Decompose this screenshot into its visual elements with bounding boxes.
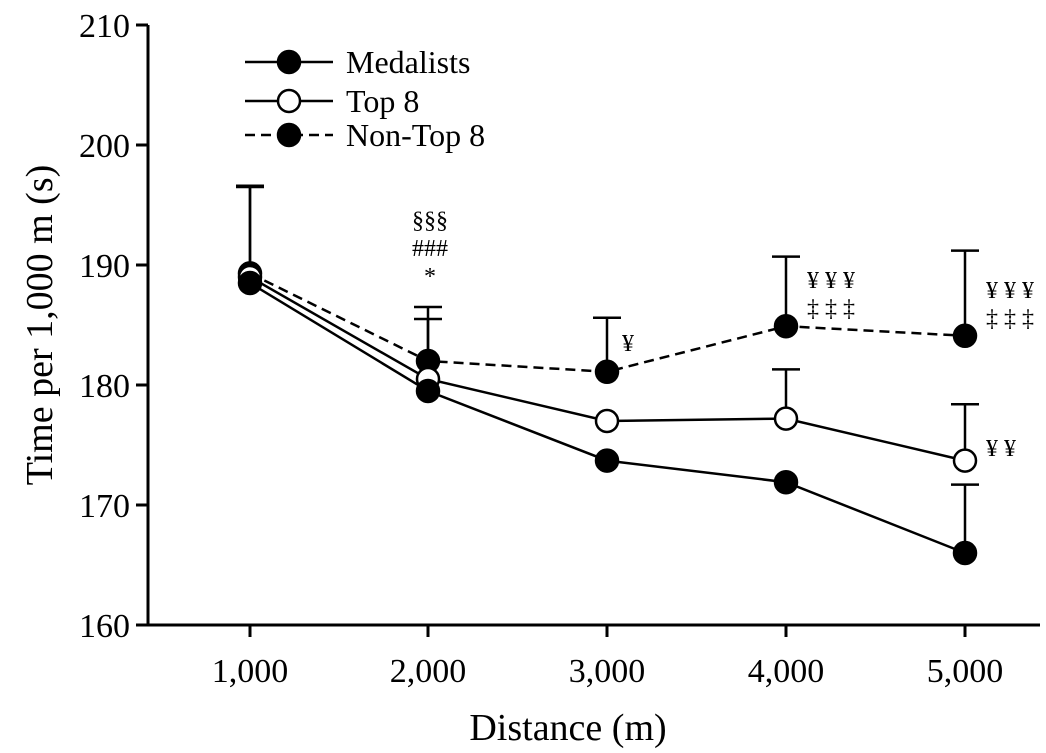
data-point bbox=[415, 378, 441, 404]
significance-marker: ¥ bbox=[622, 331, 634, 357]
x-tick-label: 2,000 bbox=[390, 653, 467, 690]
legend-marker bbox=[276, 88, 302, 114]
annotation-layer: §§§###*¥¥ ¥ ¥‡ ‡ ‡¥ ¥ ¥‡ ‡ ‡¥ ¥ bbox=[412, 208, 1034, 462]
y-tick-label: 160 bbox=[79, 608, 130, 645]
y-tick-label: 190 bbox=[79, 248, 130, 285]
data-point bbox=[952, 540, 978, 566]
significance-marker: ### bbox=[412, 236, 448, 262]
data-point bbox=[773, 406, 799, 431]
axes: 160 170 180 190 200 210 1,000 2,000 3,000 4,000 5,… bbox=[79, 8, 1040, 690]
significance-marker: ¥ ¥ ¥ bbox=[986, 278, 1034, 304]
legend-label: Non-Top 8 bbox=[346, 117, 485, 153]
y-tick-label: 170 bbox=[79, 488, 130, 525]
y-tick-label: 180 bbox=[79, 368, 130, 405]
data-point bbox=[773, 313, 799, 339]
significance-marker: ‡ ‡ ‡ bbox=[986, 306, 1034, 332]
data-point bbox=[594, 448, 620, 473]
significance-marker: * bbox=[424, 264, 436, 290]
data-point bbox=[594, 408, 620, 434]
x-tick-label: 1,000 bbox=[212, 653, 289, 690]
x-axis-label: Distance (m) bbox=[469, 707, 666, 749]
data-point bbox=[952, 323, 978, 349]
data-point bbox=[237, 270, 263, 296]
x-tick-label: 3,000 bbox=[569, 653, 646, 690]
data-point bbox=[594, 359, 620, 385]
significance-marker: ¥ ¥ bbox=[986, 436, 1016, 462]
y-axis-label: Time per 1,000 m (s) bbox=[19, 165, 61, 486]
y-tick-label: 210 bbox=[79, 8, 130, 45]
legend-label: Medalists bbox=[346, 44, 470, 80]
x-tick-label: 4,000 bbox=[748, 653, 825, 690]
legend-marker bbox=[276, 122, 302, 148]
y-tick-label: 200 bbox=[79, 128, 130, 165]
significance-marker: §§§ bbox=[412, 208, 448, 234]
significance-marker: ‡ ‡ ‡ bbox=[807, 296, 855, 322]
legend-label: Top 8 bbox=[346, 83, 419, 119]
legend-marker bbox=[276, 49, 302, 75]
data-point bbox=[952, 448, 978, 473]
significance-marker: ¥ ¥ ¥ bbox=[807, 268, 855, 294]
x-tick-label: 5,000 bbox=[927, 653, 1004, 690]
series-layer bbox=[236, 184, 979, 566]
data-point bbox=[773, 469, 799, 495]
